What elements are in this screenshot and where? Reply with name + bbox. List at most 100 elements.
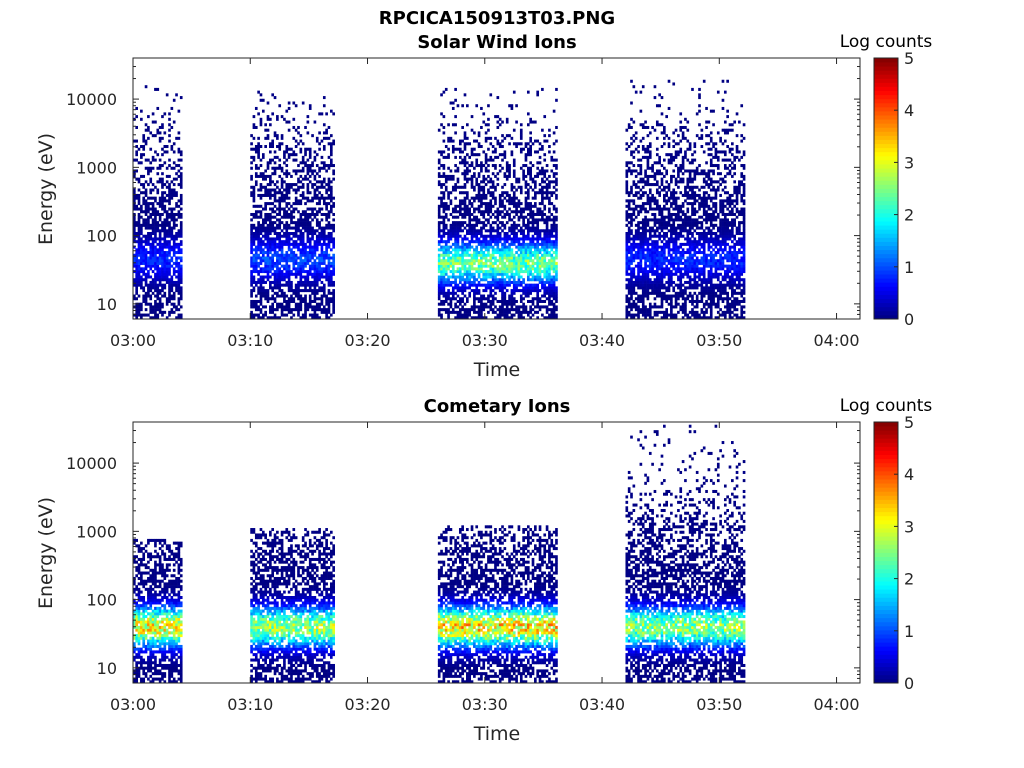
- spectrogram-cell: [517, 275, 521, 279]
- spectrogram-cell: [477, 310, 481, 314]
- spectrogram-cell: [447, 289, 450, 293]
- spectrogram-cell: [517, 310, 521, 314]
- spectrogram-cell: [538, 207, 542, 211]
- spectrogram-cell: [519, 289, 523, 293]
- spectrogram-cell: [536, 174, 540, 178]
- spectrogram-cell: [276, 272, 279, 276]
- spectrogram-cell: [257, 256, 260, 260]
- spectrogram-cell: [637, 210, 640, 214]
- spectrogram-cell: [543, 232, 547, 236]
- spectrogram-cell: [648, 153, 652, 157]
- spectrogram-cell: [304, 270, 307, 274]
- spectrogram-cell: [294, 234, 298, 238]
- spectrogram-cell: [299, 234, 303, 238]
- spectrogram-cell: [475, 289, 479, 293]
- spectrogram-cell: [529, 150, 532, 154]
- spectrogram-cell: [287, 185, 291, 189]
- spectrogram-cell: [548, 180, 551, 184]
- spectrogram-cell: [271, 223, 275, 227]
- spectrogram-cell: [301, 313, 305, 317]
- spectrogram-cell: [482, 289, 486, 293]
- spectrogram-cell: [322, 226, 326, 230]
- spectrogram-cell: [637, 253, 640, 257]
- spectrogram-cell: [161, 305, 164, 309]
- spectrogram-cell: [477, 172, 481, 176]
- spectrogram-cell: [625, 310, 629, 314]
- spectrogram-cell: [437, 174, 441, 178]
- spectrogram-cell: [482, 180, 486, 184]
- spectrogram-cell: [158, 158, 162, 162]
- spectrogram-cell: [466, 308, 469, 312]
- spectrogram-cell: [630, 185, 633, 189]
- spectrogram-cell: [163, 229, 167, 233]
- spectrogram-cell: [283, 196, 286, 200]
- spectrogram-cell: [458, 245, 462, 249]
- spectrogram-cell: [447, 207, 450, 211]
- spectrogram-cell: [137, 177, 141, 181]
- spectrogram-cell: [632, 199, 636, 203]
- spectrogram-cell: [257, 215, 260, 219]
- spectrogram-cell: [494, 275, 497, 279]
- spectrogram-cell: [463, 248, 467, 252]
- spectrogram-cell: [475, 193, 479, 197]
- spectrogram-cell: [154, 207, 157, 211]
- spectrogram-cell: [475, 215, 479, 219]
- spectrogram-cell: [550, 223, 554, 227]
- spectrogram-cell: [646, 174, 650, 178]
- spectrogram-cell: [135, 150, 138, 154]
- spectrogram-cell: [548, 185, 551, 189]
- spectrogram-cell: [285, 313, 289, 317]
- spectrogram-cell: [278, 204, 282, 208]
- spectrogram-cell: [140, 251, 143, 255]
- spectrogram-cell: [444, 180, 448, 184]
- spectrogram-cell: [318, 261, 321, 265]
- spectrogram-cell: [461, 256, 464, 260]
- spectrogram-cell: [552, 226, 556, 230]
- spectrogram-cell: [135, 305, 138, 309]
- spectrogram-cell: [276, 185, 279, 189]
- spectrogram-cell: [512, 299, 516, 303]
- spectrogram-cell: [536, 212, 540, 216]
- spectrogram-cell: [292, 169, 296, 173]
- spectrogram-cell: [168, 139, 171, 143]
- spectrogram-cell: [165, 242, 169, 246]
- spectrogram-cell: [639, 90, 643, 94]
- spectrogram-cell: [538, 280, 542, 284]
- spectrogram-cell: [175, 93, 178, 97]
- spectrogram-cell: [517, 270, 521, 274]
- spectrogram-cell: [254, 212, 258, 216]
- spectrogram-cell: [318, 174, 321, 178]
- spectrogram-cell: [496, 259, 500, 263]
- spectrogram-cell: [548, 278, 551, 282]
- spectrogram-cell: [466, 313, 469, 317]
- spectrogram-cell: [266, 270, 270, 274]
- spectrogram-cell: [273, 280, 277, 284]
- spectrogram-cell: [496, 240, 500, 244]
- spectrogram-cell: [133, 223, 136, 227]
- spectrogram-cell: [287, 215, 291, 219]
- spectrogram-cell: [156, 242, 160, 246]
- spectrogram-cell: [308, 215, 312, 219]
- spectrogram-cell: [149, 191, 153, 195]
- spectrogram-cell: [440, 215, 443, 219]
- spectrogram-cell: [512, 204, 516, 208]
- spectrogram-cell: [278, 210, 282, 214]
- spectrogram-cell: [482, 164, 486, 168]
- spectrogram-cell: [170, 283, 174, 287]
- spectrogram-cell: [301, 240, 305, 244]
- spectrogram-cell: [264, 275, 267, 279]
- spectrogram-cell: [437, 226, 441, 230]
- spectrogram-cell: [285, 191, 289, 195]
- spectrogram-cell: [451, 289, 455, 293]
- spectrogram-cell: [494, 215, 497, 219]
- spectrogram-cell: [280, 221, 284, 225]
- spectrogram-cell: [634, 275, 638, 279]
- spectrogram-cell: [254, 248, 258, 252]
- spectrogram-cell: [163, 291, 167, 295]
- spectrogram-cell: [625, 237, 629, 241]
- spectrogram-cell: [634, 207, 638, 211]
- spectrogram-cell: [466, 310, 469, 314]
- spectrogram-cell: [252, 223, 256, 227]
- spectrogram-cell: [494, 196, 497, 200]
- spectrogram-cell: [470, 164, 474, 168]
